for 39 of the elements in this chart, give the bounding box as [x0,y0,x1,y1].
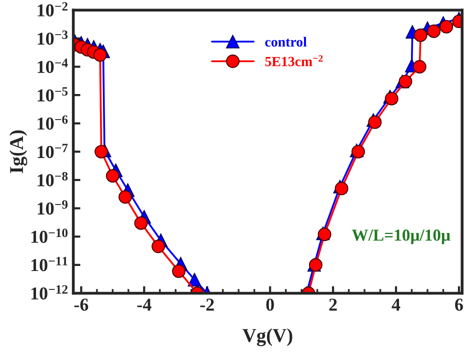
legend-label: control [265,36,307,47]
y-tick-label: 10$^{−2}$ [38,2,68,16]
point [106,169,120,183]
x-tick-label: 2 [329,298,337,311]
y-axis-title: Ig(A) [9,130,28,174]
x-tick-label: -4 [137,298,152,311]
x-tick-label: 4 [392,298,400,311]
point [398,74,412,88]
point [93,48,107,62]
point [384,92,398,106]
point [440,20,454,34]
y-tick-label: 10$^{−4}$ [38,58,68,74]
point [152,240,166,254]
y-tick-label: 10$^{−8}$ [38,172,68,186]
x-tick-label: 0 [266,298,274,311]
y-tick-label: 10$^{−9}$ [38,200,68,215]
point [172,264,186,278]
point [94,144,108,158]
point [412,60,426,74]
point [334,182,348,196]
point [427,24,441,38]
y-tick-label: 10$^{−6}$ [38,115,68,130]
legend-label: 5E13cm$^{−2}$ [265,55,323,66]
y-tick-label: 10$^{−7}$ [38,144,68,158]
point [118,190,132,204]
x-tick-label: -2 [200,298,214,311]
point [414,28,428,42]
y-tick-label: 10$^{−11}$ [31,256,68,272]
x-tick-label: -6 [74,298,88,311]
y-tick-label: 10$^{−5}$ [38,87,68,102]
y-tick-label: 10$^{−12}$ [31,285,68,300]
point [368,115,382,129]
point [134,216,148,230]
y-tick-label: 10$^{−10}$ [31,228,68,243]
point [188,272,202,286]
annotation: W/L=10μ/10μ [352,230,450,244]
x-axis-title: Vg(V) [242,328,292,346]
x-tick-label: 6 [455,298,463,311]
y-tick-label: 10$^{−3}$ [38,30,68,45]
